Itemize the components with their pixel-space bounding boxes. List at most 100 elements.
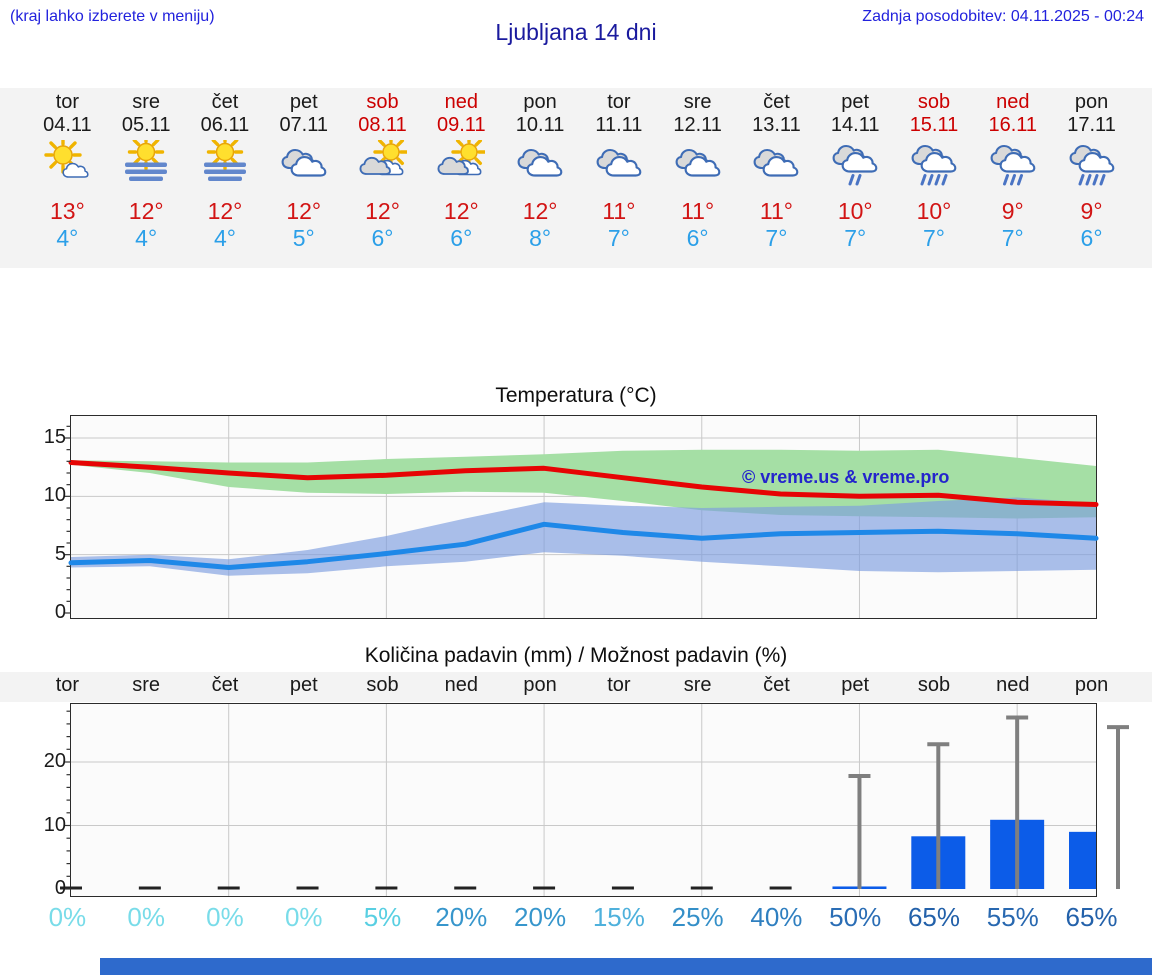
cloudy-icon xyxy=(281,148,327,177)
weather-icon xyxy=(973,140,1052,194)
watermark: © vreme.us & vreme.pro xyxy=(742,467,950,487)
weather-icon xyxy=(107,133,186,194)
day-date-label: 06.11 xyxy=(200,114,250,136)
day-date-label: 13.11 xyxy=(752,114,801,136)
zero-precip-marker xyxy=(690,886,713,890)
day-column: pet 07.11 12° 5° xyxy=(264,91,343,251)
day-low-temp: 7° xyxy=(844,225,867,251)
day-high-temp: 9° xyxy=(1001,198,1024,224)
precip-percent-label: 55% xyxy=(986,902,1039,932)
cloudy-icon xyxy=(675,148,720,177)
precip-percent-label: 40% xyxy=(750,902,803,932)
weather-icon xyxy=(1052,140,1131,194)
temp-max-line xyxy=(68,460,1099,507)
weather-icon xyxy=(343,134,422,194)
precip-day-label: sre xyxy=(132,674,161,696)
precip-y-tick-label: 20 xyxy=(43,750,66,772)
day-high-temp: 12° xyxy=(207,198,243,224)
precip-percent-label: 0% xyxy=(284,902,323,932)
precip-day-label: tor xyxy=(607,674,631,696)
day-date-label: 07.11 xyxy=(279,114,329,136)
day-name-label: sre xyxy=(132,91,161,113)
day-high-temp: 11° xyxy=(602,198,636,224)
precip-chart: 0 10 20 xyxy=(40,703,1129,899)
day-date-label: 15.11 xyxy=(909,114,959,136)
precip-percent-label: 0% xyxy=(127,902,165,932)
weather-icon xyxy=(895,140,974,194)
zero-precip-marker xyxy=(454,886,477,890)
temp-chart-svg xyxy=(64,416,1099,618)
weather-icon xyxy=(264,140,343,194)
sun-fog-icon xyxy=(125,133,168,181)
day-name-label: tor xyxy=(55,91,80,113)
precip-day-label: čet xyxy=(211,674,239,696)
precip-percent-label: 0% xyxy=(206,902,244,932)
day-column: pon 10.11 12° 8° xyxy=(501,91,580,251)
precip-day-label: pet xyxy=(841,674,870,696)
day-column: tor 04.11 13° 4° xyxy=(28,91,107,251)
precip-percent-label: 65% xyxy=(1065,902,1118,932)
weather-icon xyxy=(28,136,107,194)
precip-percent-label: 5% xyxy=(363,902,402,932)
precip-percent-label: 0% xyxy=(48,902,87,932)
precip-day-strip xyxy=(0,672,1152,702)
precip-chart-svg xyxy=(60,704,1129,896)
day-high-temp: 12° xyxy=(443,198,479,224)
temp-min-line xyxy=(68,521,1099,570)
day-low-temp: 6° xyxy=(450,225,473,251)
weather-icon xyxy=(658,140,737,194)
location-menu-hint: (kraj lahko izberete v meniju) xyxy=(10,8,215,25)
temp-chart-title: Temperatura (°C) xyxy=(495,384,657,407)
day-date-label: 11.11 xyxy=(595,114,643,136)
day-date-label: 10.11 xyxy=(515,114,565,136)
day-low-temp: 6° xyxy=(1080,225,1103,251)
precip-day-label: pon xyxy=(523,674,557,696)
day-low-temp: 7° xyxy=(1001,225,1024,251)
day-name-label: pet xyxy=(289,91,318,113)
day-date-label: 16.11 xyxy=(988,114,1038,136)
day-column: sre 12.11 11° 6° xyxy=(658,91,737,251)
cloudy-icon xyxy=(596,148,642,177)
precip-chart-plot xyxy=(60,703,1129,897)
day-name-label: čet xyxy=(763,91,790,113)
day-column: pet 14.11 10° 7° xyxy=(816,91,895,251)
day-column: sre 05.11 12° 4° xyxy=(107,91,186,251)
precip-percent-label: 20% xyxy=(514,902,567,932)
precip-day-label: pon xyxy=(1074,674,1109,696)
footer-bar xyxy=(100,958,1152,975)
sun-behind-cloud-icon xyxy=(437,134,487,176)
zero-precip-marker xyxy=(533,886,556,890)
day-date-label: 14.11 xyxy=(830,114,880,136)
day-high-temp: 10° xyxy=(837,198,873,224)
rain-icon xyxy=(911,144,957,186)
temp-y-tick-label: 0 xyxy=(54,601,66,623)
day-column: sob 08.11 12° 6° xyxy=(343,91,422,251)
precip-bar xyxy=(1069,831,1096,889)
day-name-label: sob xyxy=(917,91,951,113)
rain-icon xyxy=(1069,144,1114,186)
day-column: ned 16.11 9° 7° xyxy=(973,91,1052,251)
weather-icon xyxy=(737,140,816,194)
day-name-label: sob xyxy=(366,91,399,113)
temp-min-range-band xyxy=(71,497,1096,576)
temp-y-tick-label: 15 xyxy=(43,425,66,448)
precip-y-tick-label: 0 xyxy=(54,877,66,899)
precip-day-label: sob xyxy=(917,674,951,696)
last-update-label: Zadnja posodobitev: 04.11.2025 - 00:24 xyxy=(862,8,1144,25)
zero-precip-marker xyxy=(138,886,161,890)
precip-day-label: pet xyxy=(289,674,318,696)
zero-precip-marker xyxy=(375,886,398,890)
day-high-temp: 12° xyxy=(365,198,400,224)
day-low-temp: 7° xyxy=(922,225,945,251)
precip-percent-label: 65% xyxy=(907,902,960,932)
day-high-temp: 11° xyxy=(759,198,793,224)
day-low-temp: 4° xyxy=(213,225,236,251)
temp-chart: 0 5 10 15 xyxy=(40,415,1125,623)
day-high-temp: 12° xyxy=(128,198,164,224)
day-low-temp: 7° xyxy=(765,225,788,251)
precip-day-row: tor sre čet pet sob ned pon tor sre čet pet sob ned p… xyxy=(28,674,1131,697)
day-column: čet 13.11 11° 7° xyxy=(737,91,816,251)
day-name-label: ned xyxy=(996,91,1030,113)
precip-percent-label: 15% xyxy=(592,902,645,932)
day-high-temp: 11° xyxy=(681,198,715,224)
